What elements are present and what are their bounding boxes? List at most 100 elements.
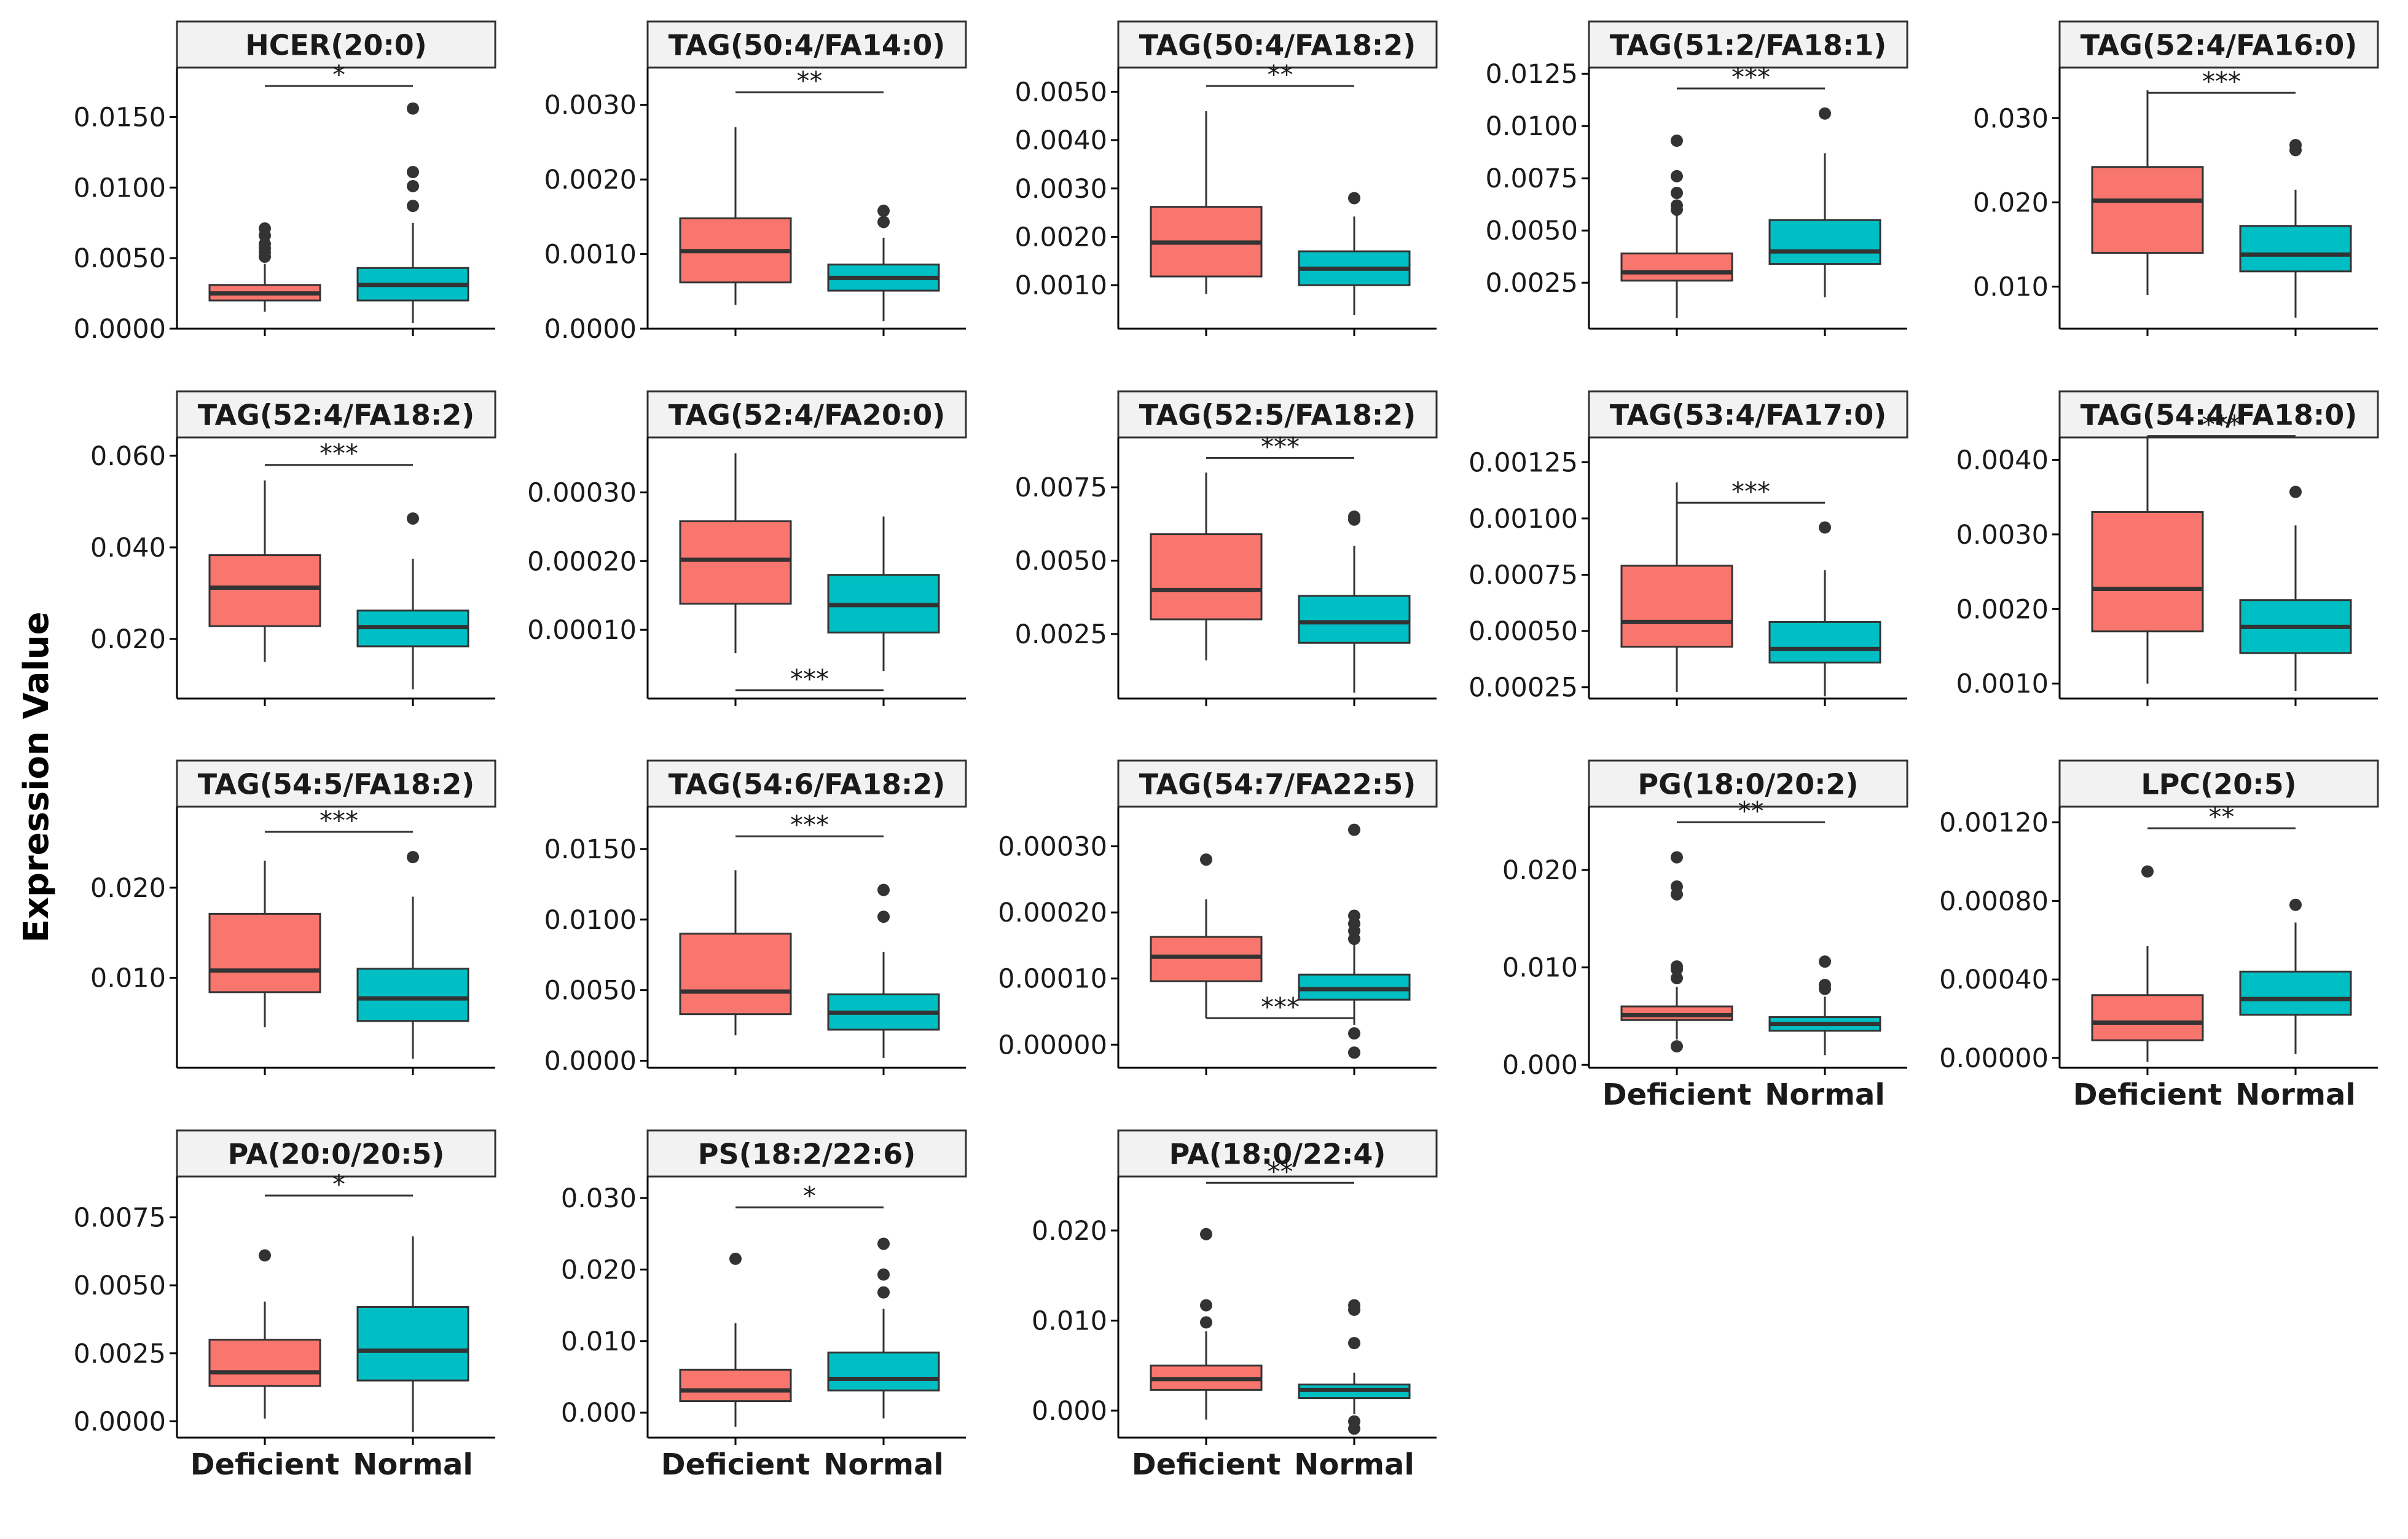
box-normal <box>1298 595 1411 644</box>
panel-0: HCER(20:0) 0.0000 0.0050 0.0100 0.0150 * <box>74 20 496 345</box>
y-tick-label: 0.0075 <box>1486 163 1578 194</box>
y-tick-label: 0.0150 <box>74 102 166 133</box>
significance-label: ** <box>1268 1156 1293 1186</box>
significance-label: *** <box>320 439 358 469</box>
y-tick-label: 0.0050 <box>1486 216 1578 246</box>
y-tick-label: 0.020 <box>1973 187 2049 218</box>
y-tick-label: 0.00080 <box>1939 886 2049 917</box>
panel-title: TAG(54:5/FA18:2) <box>198 768 475 801</box>
significance-label: *** <box>790 810 829 840</box>
panel-title: HCER(20:0) <box>245 29 427 62</box>
y-tick-label: 0.010 <box>1032 1306 1107 1336</box>
panel-strip <box>646 390 967 439</box>
y-tick-label: 0.00025 <box>1469 673 1578 703</box>
y-tick-label: 0.0010 <box>1956 669 2049 700</box>
outlier-point <box>1819 521 1831 534</box>
outlier-point <box>407 851 419 864</box>
significance-label: *** <box>320 805 358 836</box>
y-tick-label: 0.0000 <box>74 314 166 345</box>
significance-label: *** <box>790 664 829 694</box>
y-tick-label: 0.0040 <box>1015 125 1107 156</box>
y-tick-label: 0.0100 <box>544 905 637 936</box>
panel-title: TAG(52:4/FA20:0) <box>669 399 946 432</box>
y-tick-label: 0.0050 <box>74 1271 166 1301</box>
y-tick-label: 0.0000 <box>544 314 637 345</box>
y-tick-label: 0.00125 <box>1469 447 1578 478</box>
box-deficient <box>679 1368 792 1403</box>
outlier-point <box>407 179 419 192</box>
significance-label: *** <box>2202 410 2241 440</box>
panel-strip <box>2058 20 2379 69</box>
panel-title: TAG(54:7/FA22:5) <box>1139 768 1416 801</box>
x-tick-label: Deficient <box>2073 1078 2222 1112</box>
panel-strip <box>1117 20 1438 69</box>
box-deficient <box>1150 936 1263 982</box>
y-tick-label: 0.020 <box>90 873 166 904</box>
x-tick-label: Normal <box>823 1447 944 1482</box>
y-tick-label: 0.030 <box>561 1183 637 1214</box>
box-deficient <box>208 912 321 993</box>
x-tick-label: Deficient <box>1132 1447 1281 1482</box>
panel-16: PS(18:2/22:6) 0.000 0.010 0.020 0.030 Deficie… <box>561 1129 967 1482</box>
panel-title: TAG(50:4/FA14:0) <box>669 29 946 62</box>
box-deficient <box>208 1339 321 1387</box>
panel-3: TAG(51:2/FA18:1) 0.0025 0.0050 0.0075 0.0100… <box>1486 20 1908 336</box>
outlier-point <box>1200 1228 1212 1240</box>
box-normal <box>2239 970 2352 1016</box>
outlier-point <box>1348 1046 1360 1059</box>
y-tick-label: 0.00075 <box>1469 560 1578 590</box>
outlier-point <box>259 238 271 251</box>
box-deficient <box>679 520 792 605</box>
panel-strip <box>646 759 967 808</box>
panel-strip <box>646 1129 967 1178</box>
panel-title: TAG(54:4/FA18:0) <box>2081 399 2358 432</box>
panel-title: TAG(50:4/FA18:2) <box>1139 29 1416 62</box>
box-deficient <box>208 554 321 627</box>
outlier-point <box>1348 1027 1360 1040</box>
panel-title: PA(20:0/20:5) <box>228 1138 445 1171</box>
outlier-point <box>1348 510 1360 523</box>
outlier-point <box>407 102 419 115</box>
y-tick-label: 0.0040 <box>1956 445 2049 476</box>
y-tick-label: 0.00050 <box>1469 616 1578 647</box>
y-tick-label: 0.00000 <box>998 1030 1107 1060</box>
y-tick-label: 0.00040 <box>1939 965 2049 995</box>
y-tick-label: 0.020 <box>1502 855 1578 886</box>
y-tick-label: 0.00020 <box>527 546 637 577</box>
box-deficient <box>2091 166 2204 254</box>
outlier-point <box>1348 1415 1360 1428</box>
y-tick-label: 0.0000 <box>74 1406 166 1437</box>
y-tick-label: 0.0030 <box>1956 520 2049 550</box>
panel-13: PG(18:0/20:2) 0.000 0.010 0.020 Deficient Nor… <box>1502 759 1908 1112</box>
panel-15: PA(20:0/20:5) 0.0000 0.0025 0.0050 0.0075 Def… <box>74 1129 496 1482</box>
panel-14: LPC(20:5) 0.00000 0.00040 0.00080 0.00120 Def… <box>1939 759 2379 1112</box>
box-deficient <box>1150 533 1263 621</box>
outlier-point <box>1819 107 1831 120</box>
significance-label: *** <box>1731 62 1770 92</box>
y-tick-label: 0.0050 <box>1015 546 1107 577</box>
outlier-point <box>1348 192 1360 205</box>
significance-label: *** <box>1731 476 1770 506</box>
significance-label: ** <box>797 66 823 96</box>
outlier-point <box>877 205 890 217</box>
panel-12: TAG(54:7/FA22:5) 0.00000 0.00010 0.00020 0.0… <box>998 759 1438 1075</box>
y-tick-label: 0.0010 <box>544 240 637 270</box>
y-tick-label: 0.030 <box>1973 103 2049 134</box>
box-deficient <box>1620 253 1733 282</box>
y-tick-label: 0.0050 <box>74 243 166 274</box>
y-tick-label: 0.0025 <box>74 1339 166 1369</box>
y-tick-label: 0.020 <box>90 624 166 655</box>
panel-4: TAG(52:4/FA16:0) 0.010 0.020 0.030 *** <box>1973 20 2379 336</box>
panel-title: TAG(52:5/FA18:2) <box>1139 399 1416 432</box>
significance-label: * <box>332 60 345 90</box>
outlier-point <box>1348 909 1360 922</box>
y-tick-label: 0.0150 <box>544 834 637 865</box>
y-tick-label: 0.010 <box>561 1326 637 1357</box>
significance-label: * <box>803 1181 816 1211</box>
panel-9: TAG(54:4/FA18:0) 0.0010 0.0020 0.0030 0.0040… <box>1956 390 2379 706</box>
x-tick-label: Normal <box>353 1447 473 1482</box>
panel-title: PS(18:2/22:6) <box>698 1138 916 1171</box>
outlier-point <box>877 1237 890 1250</box>
outlier-point <box>877 1268 890 1281</box>
outlier-point <box>407 166 419 178</box>
